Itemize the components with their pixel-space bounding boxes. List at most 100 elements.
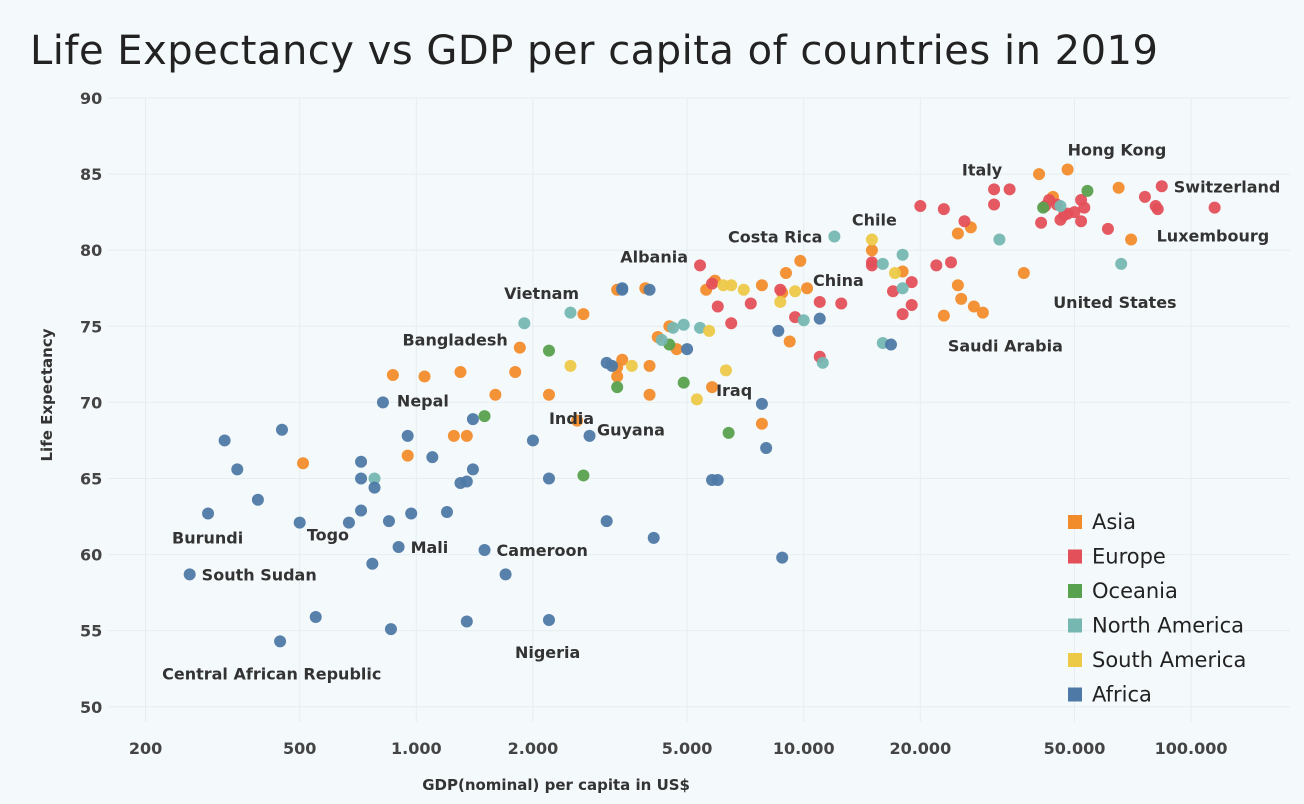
data-point [293,516,306,529]
annotation-label: Guyana [597,420,665,439]
data-point [643,283,656,296]
chart-title: Life Expectancy vs GDP per capita of cou… [30,28,1159,74]
data-point [355,455,368,468]
data-point [309,610,322,623]
x-tick-label: 500 [283,739,316,758]
data-point [976,306,989,319]
data-point [1075,215,1088,228]
legend-swatch [1068,549,1082,564]
data-point [368,472,381,485]
data-point [937,309,950,322]
data-point [401,449,414,462]
legend-label: Europe [1092,545,1166,569]
data-point [297,457,310,470]
data-point [876,257,889,270]
data-point [1061,163,1074,176]
data-point [600,356,613,369]
y-tick-label: 75 [80,317,102,336]
data-point [526,434,539,447]
data-point [384,623,397,636]
annotation-label: Iraq [716,381,752,400]
data-point [828,230,841,243]
data-point [202,507,215,520]
data-point [835,297,848,310]
data-point [865,244,878,257]
data-point [937,203,950,216]
annotation-label: Bangladesh [402,331,507,350]
axis-labels: GDP(nominal) per capita in US$ Life Expe… [38,328,690,794]
annotation-label: Cameroon [497,541,588,560]
data-point [1101,222,1114,235]
data-point [542,388,555,401]
y-tick-label: 55 [80,622,102,641]
data-point [611,381,624,394]
data-point [681,343,694,356]
data-point [1115,257,1128,270]
x-tick-label: 50.000 [1044,739,1106,758]
data-point [466,413,479,426]
data-point [218,434,231,447]
data-point [719,364,732,377]
x-tick-label: 5.000 [662,739,713,758]
data-point [405,507,418,520]
data-point [454,477,467,490]
data-point [774,283,787,296]
data-point [905,276,918,289]
data-point [1208,201,1221,214]
annotation-label: Nepal [397,391,449,410]
data-point [677,318,690,331]
data-point [779,267,792,280]
data-point [513,341,526,354]
tick-labels: 50 55 60 65 70 75 80 85 90 200 500 1.000 2.000 5.000 1… [80,89,1228,758]
x-tick-label: 1.000 [391,739,442,758]
annotation-label: India [549,409,594,428]
data-point [988,183,1001,196]
data-point [1033,168,1046,181]
data-point [355,472,368,485]
data-point [509,365,522,378]
data-point [896,248,909,261]
data-point [376,396,389,409]
data-point [760,442,773,455]
data-point [440,505,453,518]
annotation-label: Vietnam [504,284,579,303]
data-point [577,469,590,482]
data-point [667,321,680,334]
y-tick-label: 90 [80,89,102,108]
data-point [993,233,1006,246]
data-point [783,335,796,348]
data-point [694,259,707,272]
data-point [460,615,473,628]
data-point [275,423,288,436]
data-point [571,414,584,427]
data-point [725,317,738,330]
data-point [564,306,577,319]
annotation-label: Hong Kong [1068,141,1167,160]
annotation-label: Central African Republic [162,664,381,683]
legend-swatch [1068,618,1082,633]
data-point [1003,183,1016,196]
data-points [183,163,1221,648]
data-point [542,344,555,357]
data-point [274,635,287,648]
data-point [478,410,491,423]
data-point [951,227,964,240]
legend-label: Africa [1092,683,1152,707]
data-point [454,365,467,378]
grid-layer [108,97,1290,722]
data-point [616,282,629,295]
data-point [694,321,707,334]
data-point [489,388,502,401]
data-point [418,370,431,383]
legend-swatch [1068,653,1082,667]
legend-label: Asia [1092,510,1136,534]
data-point [884,338,897,351]
legend: Asia Europe Oceania North America South Amer… [1068,510,1246,707]
data-point [647,531,660,544]
annotation-label: Chile [852,211,897,230]
data-point [755,279,768,292]
annotations: Hong Kong Italy Switzerland Luxembourg Chile… [162,141,1280,684]
annotation-label: South Sudan [202,565,317,584]
legend-label: South America [1092,648,1246,672]
data-point [677,376,690,389]
